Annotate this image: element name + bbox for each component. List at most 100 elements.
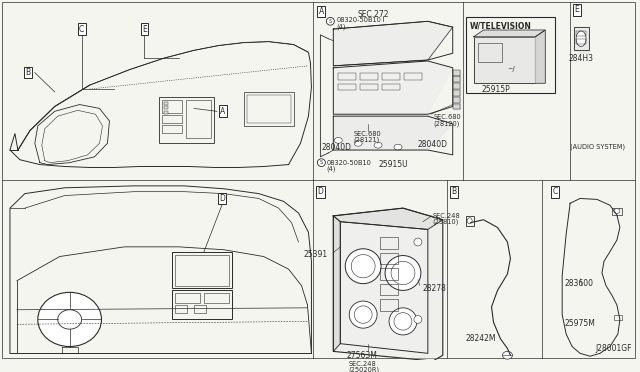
Text: 28040D: 28040D bbox=[321, 143, 351, 152]
Ellipse shape bbox=[38, 292, 102, 347]
Ellipse shape bbox=[345, 249, 381, 283]
Bar bbox=[404, 73, 422, 80]
Polygon shape bbox=[333, 21, 452, 66]
Bar bbox=[360, 84, 378, 90]
Bar bbox=[162, 125, 182, 133]
Text: 28040D: 28040D bbox=[418, 140, 448, 150]
Text: 28278: 28278 bbox=[423, 283, 447, 293]
Polygon shape bbox=[452, 90, 460, 96]
Ellipse shape bbox=[334, 138, 342, 143]
Text: 284H3: 284H3 bbox=[568, 54, 593, 63]
Text: SEC.680: SEC.680 bbox=[353, 131, 381, 137]
Bar bbox=[175, 293, 200, 303]
Ellipse shape bbox=[576, 31, 586, 46]
Polygon shape bbox=[452, 77, 460, 82]
Text: 25915P: 25915P bbox=[481, 85, 510, 94]
Bar bbox=[175, 305, 187, 313]
Text: SEC.248: SEC.248 bbox=[348, 361, 376, 367]
Text: W/TELEVISION: W/TELEVISION bbox=[470, 21, 531, 30]
Ellipse shape bbox=[394, 144, 402, 150]
Text: ~/: ~/ bbox=[508, 66, 515, 72]
Text: 28242M: 28242M bbox=[466, 334, 496, 343]
Polygon shape bbox=[535, 30, 545, 83]
Text: 27563M: 27563M bbox=[346, 352, 377, 360]
Bar bbox=[164, 106, 168, 109]
Bar bbox=[466, 17, 556, 93]
Ellipse shape bbox=[394, 313, 412, 330]
Ellipse shape bbox=[414, 315, 422, 323]
Ellipse shape bbox=[351, 254, 375, 278]
Bar bbox=[382, 73, 400, 80]
Polygon shape bbox=[333, 216, 340, 352]
Ellipse shape bbox=[385, 256, 421, 291]
Text: A: A bbox=[319, 7, 324, 16]
Bar bbox=[360, 73, 378, 80]
Bar bbox=[244, 92, 294, 126]
Polygon shape bbox=[333, 208, 443, 361]
Text: (28120): (28120) bbox=[434, 120, 460, 126]
Bar bbox=[380, 299, 398, 311]
Text: (4): (4) bbox=[326, 166, 336, 172]
Text: C: C bbox=[79, 25, 84, 33]
Circle shape bbox=[317, 159, 325, 167]
Bar bbox=[339, 84, 356, 90]
Text: 08320-50B10: 08320-50B10 bbox=[336, 17, 381, 23]
Text: SEC.248: SEC.248 bbox=[433, 213, 461, 219]
Bar bbox=[162, 100, 182, 113]
Ellipse shape bbox=[58, 310, 81, 329]
Polygon shape bbox=[340, 222, 428, 353]
Bar bbox=[164, 111, 168, 114]
Text: S: S bbox=[320, 160, 323, 165]
Text: (25020R): (25020R) bbox=[348, 367, 380, 372]
Text: B: B bbox=[26, 68, 31, 77]
Polygon shape bbox=[333, 116, 452, 150]
Bar bbox=[204, 293, 229, 303]
Bar bbox=[574, 27, 589, 50]
Ellipse shape bbox=[349, 301, 377, 328]
Bar bbox=[612, 208, 622, 215]
Ellipse shape bbox=[354, 306, 372, 323]
Polygon shape bbox=[452, 103, 460, 109]
Text: A: A bbox=[220, 107, 225, 116]
Text: 25391: 25391 bbox=[303, 250, 328, 259]
Bar bbox=[175, 254, 229, 286]
Bar bbox=[474, 37, 535, 83]
Text: J28001GF: J28001GF bbox=[595, 344, 632, 353]
Bar bbox=[172, 291, 232, 320]
Text: (25810): (25810) bbox=[433, 219, 460, 225]
Bar bbox=[380, 268, 398, 280]
Text: E: E bbox=[575, 5, 579, 14]
Bar bbox=[162, 115, 182, 123]
Ellipse shape bbox=[354, 140, 362, 146]
Bar bbox=[186, 100, 211, 138]
Bar bbox=[380, 237, 398, 249]
Bar bbox=[382, 84, 400, 90]
Bar bbox=[576, 39, 586, 44]
Text: SEC.272: SEC.272 bbox=[357, 10, 389, 19]
Text: (4): (4) bbox=[336, 23, 346, 30]
Text: D: D bbox=[317, 187, 323, 196]
Ellipse shape bbox=[374, 142, 382, 148]
Text: (AUDIO SYSTEM): (AUDIO SYSTEM) bbox=[570, 143, 625, 150]
Ellipse shape bbox=[389, 308, 417, 335]
Ellipse shape bbox=[502, 352, 513, 359]
Bar bbox=[380, 283, 398, 295]
Polygon shape bbox=[474, 30, 545, 37]
Text: (28121): (28121) bbox=[353, 137, 380, 143]
Polygon shape bbox=[474, 37, 535, 83]
Bar bbox=[477, 42, 502, 62]
Bar bbox=[159, 97, 214, 143]
Text: 08320-50B10: 08320-50B10 bbox=[326, 160, 371, 166]
Text: 25915U: 25915U bbox=[378, 160, 408, 169]
Bar bbox=[576, 31, 586, 36]
Polygon shape bbox=[574, 27, 589, 53]
Bar bbox=[247, 95, 291, 123]
Ellipse shape bbox=[467, 218, 472, 224]
Bar bbox=[194, 305, 206, 313]
Polygon shape bbox=[452, 70, 460, 76]
Polygon shape bbox=[333, 208, 443, 230]
Ellipse shape bbox=[391, 262, 415, 285]
Ellipse shape bbox=[614, 209, 620, 214]
Text: B: B bbox=[451, 187, 456, 196]
Ellipse shape bbox=[414, 238, 422, 246]
